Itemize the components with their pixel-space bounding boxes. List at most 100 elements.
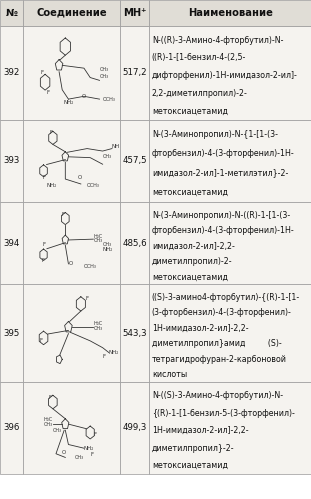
Text: CH₃: CH₃	[75, 455, 84, 460]
Text: F: F	[41, 258, 44, 263]
Bar	[23, 26, 120, 120]
Bar	[149, 120, 311, 202]
Text: MH⁺: MH⁺	[123, 8, 146, 18]
Text: NH₂: NH₂	[47, 183, 57, 188]
Text: {(R)-1-[1-бензил-5-(3-фторфенил)-: {(R)-1-[1-бензил-5-(3-фторфенил)-	[152, 409, 295, 418]
Bar	[120, 382, 149, 474]
Text: F: F	[50, 130, 53, 135]
Bar	[23, 0, 120, 26]
Text: Соединение: Соединение	[36, 8, 107, 18]
Text: F: F	[49, 395, 52, 400]
Bar	[0, 284, 23, 382]
Text: 499,3: 499,3	[122, 423, 147, 433]
Text: ((S)-3-амино4-фторбутил)-{(R)-1-[1-: ((S)-3-амино4-фторбутил)-{(R)-1-[1-	[152, 293, 300, 302]
Text: F: F	[85, 296, 88, 301]
Text: H₃C: H₃C	[93, 235, 102, 240]
Text: NH₂: NH₂	[84, 446, 94, 451]
Text: 517,2: 517,2	[122, 68, 147, 77]
Text: фторбензил)-4-(3-фторфенил)-1Н-: фторбензил)-4-(3-фторфенил)-1Н-	[152, 226, 295, 235]
Bar	[149, 0, 311, 26]
Text: F: F	[41, 70, 44, 75]
Text: 485,6: 485,6	[122, 239, 147, 248]
Text: N-(3-Аминопропил)-N-{1-[1-(3-: N-(3-Аминопропил)-N-{1-[1-(3-	[152, 130, 278, 139]
Bar	[149, 382, 311, 474]
Text: диметилпропил)-2-: диметилпропил)-2-	[152, 257, 232, 266]
Text: F: F	[39, 338, 43, 343]
Text: 2,2-диметилпропил)-2-: 2,2-диметилпропил)-2-	[152, 89, 248, 98]
Text: (3-фторбензил)-4-(3-фторфенил)-: (3-фторбензил)-4-(3-фторфенил)-	[152, 308, 292, 317]
Text: дифторфенил)-1Н-имидазол-2-ил]-: дифторфенил)-1Н-имидазол-2-ил]-	[152, 71, 298, 80]
Text: O: O	[62, 450, 67, 455]
Text: 1Н-имидазол-2-ил]-2,2-: 1Н-имидазол-2-ил]-2,2-	[152, 426, 248, 435]
Text: N-((R)-3-Амино-4-фторбутил)-N-: N-((R)-3-Амино-4-фторбутил)-N-	[152, 36, 283, 45]
Text: 396: 396	[3, 423, 20, 433]
Text: N-(3-Аминопропил)-N-((R)-1-[1-(3-: N-(3-Аминопропил)-N-((R)-1-[1-(3-	[152, 211, 290, 220]
Bar	[120, 202, 149, 284]
Text: тетрагидрофуран-2-карбоновой: тетрагидрофуран-2-карбоновой	[152, 355, 287, 364]
Text: №: №	[6, 8, 18, 18]
Text: OCH₃: OCH₃	[87, 183, 100, 188]
Text: F: F	[46, 90, 49, 95]
Text: F: F	[103, 354, 106, 359]
Bar	[120, 120, 149, 202]
Text: O: O	[78, 175, 82, 180]
Text: CH₃: CH₃	[93, 239, 102, 244]
Text: H₃C: H₃C	[93, 321, 102, 326]
Text: 394: 394	[3, 239, 20, 248]
Text: H₃C: H₃C	[44, 417, 53, 422]
Text: Наименование: Наименование	[188, 8, 272, 18]
Bar	[0, 202, 23, 284]
Text: F: F	[94, 432, 97, 437]
Bar	[23, 284, 120, 382]
Text: имидазол-2-ил]-1-метилэтил}-2-: имидазол-2-ил]-1-метилэтил}-2-	[152, 169, 288, 178]
Text: 1Н-имидазол-2-ил]-2,2-: 1Н-имидазол-2-ил]-2,2-	[152, 324, 248, 333]
Bar	[120, 0, 149, 26]
Text: N-((S)-3-Амино-4-фторбутил)-N-: N-((S)-3-Амино-4-фторбутил)-N-	[152, 391, 283, 400]
Text: 543,3: 543,3	[122, 328, 147, 338]
Text: фторбензил)-4-(3-фторфенил)-1Н-: фторбензил)-4-(3-фторфенил)-1Н-	[152, 149, 295, 159]
Text: NH: NH	[112, 144, 120, 149]
Text: 457,5: 457,5	[122, 156, 147, 166]
Text: 393: 393	[3, 156, 20, 166]
Bar	[149, 26, 311, 120]
Text: имидазол-2-ил]-2,2-: имидазол-2-ил]-2,2-	[152, 242, 234, 250]
Text: F: F	[90, 452, 93, 457]
Text: диметилпропил}-2-: диметилпропил}-2-	[152, 444, 234, 453]
Text: F: F	[42, 242, 45, 247]
Text: CH₃: CH₃	[53, 428, 62, 433]
Bar	[0, 26, 23, 120]
Text: NH₂: NH₂	[63, 100, 74, 105]
Text: CH₃: CH₃	[93, 326, 102, 331]
Text: NH₂: NH₂	[103, 248, 113, 252]
Text: метоксиацетамид: метоксиацетамид	[152, 461, 228, 470]
Bar	[149, 284, 311, 382]
Bar	[0, 120, 23, 202]
Text: F: F	[42, 175, 45, 180]
Text: метоксиацетамид: метоксиацетамид	[152, 106, 228, 115]
Text: O: O	[68, 260, 73, 265]
Bar	[149, 202, 311, 284]
Text: 392: 392	[3, 68, 20, 77]
Text: OCH₃: OCH₃	[84, 264, 97, 269]
Text: метоксиацетамид: метоксиацетамид	[152, 273, 228, 282]
Bar	[120, 26, 149, 120]
Bar	[23, 120, 120, 202]
Text: кислоты: кислоты	[152, 370, 187, 379]
Text: метоксиацетамид: метоксиацетамид	[152, 188, 228, 197]
Bar	[23, 382, 120, 474]
Bar	[23, 202, 120, 284]
Text: ((R)-1-[1-бензил-4-(2,5-: ((R)-1-[1-бензил-4-(2,5-	[152, 53, 246, 62]
Text: CH₃: CH₃	[100, 74, 109, 79]
Text: CH₃: CH₃	[100, 66, 109, 71]
Bar	[120, 284, 149, 382]
Text: CH₃: CH₃	[103, 242, 112, 247]
Text: O: O	[82, 94, 86, 99]
Text: F: F	[61, 213, 64, 218]
Text: CH₃: CH₃	[44, 422, 53, 427]
Text: диметилпропил}амид         (S)-: диметилпропил}амид (S)-	[152, 339, 281, 348]
Text: 395: 395	[3, 328, 20, 338]
Text: CH₃: CH₃	[103, 154, 112, 159]
Bar	[0, 0, 23, 26]
Text: NH₂: NH₂	[109, 350, 119, 355]
Text: OCH₃: OCH₃	[103, 97, 115, 102]
